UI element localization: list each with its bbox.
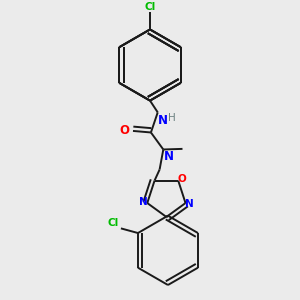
Text: N: N xyxy=(164,150,174,164)
Text: O: O xyxy=(178,174,187,184)
Text: H: H xyxy=(168,113,176,123)
Text: N: N xyxy=(185,199,194,209)
Text: O: O xyxy=(119,124,129,137)
Text: N: N xyxy=(158,114,168,127)
Text: Cl: Cl xyxy=(107,218,118,228)
Text: Cl: Cl xyxy=(144,2,156,11)
Text: N: N xyxy=(139,197,148,207)
